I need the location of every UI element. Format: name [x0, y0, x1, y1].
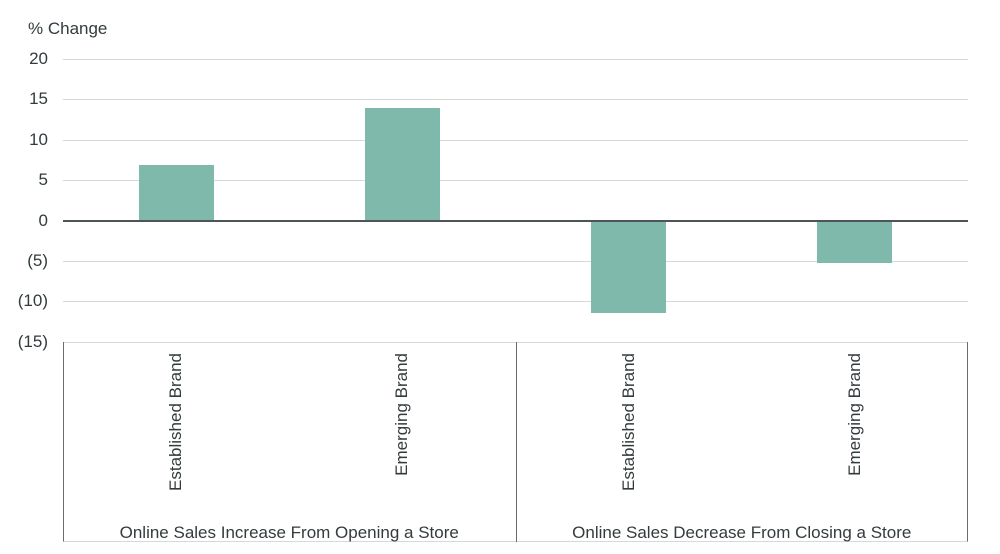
zero-line	[63, 219, 968, 222]
gridline	[63, 139, 968, 141]
x-category-label: Established Brand	[618, 353, 638, 491]
group-label: Online Sales Decrease From Closing a Sto…	[572, 523, 912, 542]
x-category-label: Established Brand	[166, 353, 186, 491]
bar-group1-established-brand	[138, 164, 214, 221]
group-divider	[515, 342, 517, 542]
y-tick-label: 10	[29, 129, 48, 149]
y-tick-label: 0	[38, 210, 48, 230]
y-tick-label: (5)	[27, 250, 48, 270]
x-category-label: Emerging Brand	[392, 353, 412, 476]
gridline	[63, 180, 968, 182]
gridline	[63, 260, 968, 262]
x-category-label: Emerging Brand	[844, 353, 864, 476]
y-tick-label: 5	[38, 170, 48, 190]
y-tick-label: (10)	[17, 291, 48, 311]
gridline	[63, 58, 968, 60]
bar-group2-emerging-brand	[817, 220, 893, 263]
gridline	[63, 99, 968, 101]
y-axis-title: % Change	[28, 19, 108, 38]
bar-group2-established-brand	[591, 220, 667, 314]
bar-group1-emerging-brand	[364, 108, 440, 221]
y-tick-label: (15)	[17, 331, 48, 351]
group-label: Online Sales Increase From Opening a Sto…	[119, 523, 459, 542]
gridline	[63, 301, 968, 303]
y-tick-label: 15	[29, 89, 48, 109]
y-tick-label: 20	[29, 48, 48, 68]
